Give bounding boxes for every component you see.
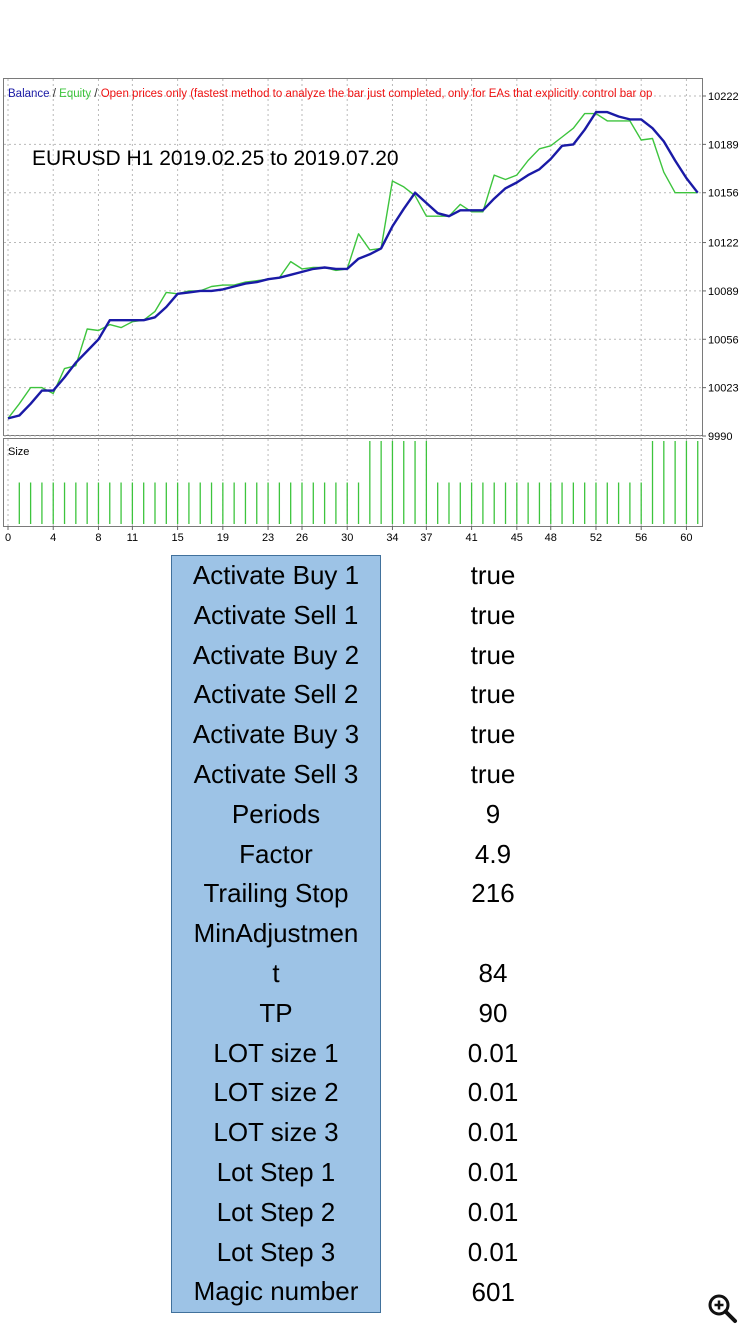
x-tick-label: 8	[95, 532, 101, 544]
param-name: Lot Step 2	[171, 1192, 381, 1233]
param-row: TP 90	[171, 993, 604, 1034]
x-tick-label: 41	[465, 532, 477, 544]
param-name: Activate Buy 1	[171, 554, 381, 596]
legend-balance: Balance	[8, 88, 50, 100]
param-row: LOT size 2 0.01	[171, 1073, 604, 1114]
chart-legend: Balance / Equity / Open prices only (fas…	[8, 88, 652, 100]
param-value: 84	[380, 953, 604, 994]
chart-annotation: EURUSD H1 2019.02.25 to 2019.07.20	[32, 147, 399, 170]
param-name: Activate Sell 1	[171, 595, 381, 636]
y-tick-label: 10189	[708, 139, 739, 151]
param-row: Lot Step 2 0.01	[171, 1192, 604, 1233]
param-row: Activate Sell 2 true	[171, 675, 604, 716]
param-value: true	[380, 635, 604, 676]
x-tick-label: 19	[217, 532, 229, 544]
param-row: Factor 4.9	[171, 834, 604, 875]
x-tick-label: 26	[296, 532, 308, 544]
param-value: 0.01	[380, 1113, 604, 1153]
y-tick-label: 10089	[708, 286, 739, 298]
param-name: MinAdjustmen	[171, 914, 381, 954]
param-name: Lot Step 1	[171, 1152, 381, 1193]
param-value: 601	[380, 1272, 604, 1313]
param-value: true	[380, 754, 604, 795]
x-tick-label: 0	[5, 532, 11, 544]
x-tick-label: 23	[262, 532, 274, 544]
param-value	[380, 914, 604, 954]
param-row: Activate Buy 3 true	[171, 715, 604, 755]
param-row: Activate Sell 3 true	[171, 754, 604, 795]
x-tick-label: 45	[511, 532, 523, 544]
x-tick-label: 11	[127, 532, 138, 544]
param-name: Activate Buy 2	[171, 635, 381, 676]
param-row: Lot Step 1 0.01	[171, 1152, 604, 1193]
x-tick-label: 34	[386, 532, 398, 544]
size-label: Size	[8, 446, 29, 458]
y-tick-label: 10056	[708, 334, 739, 346]
param-row: Activate Sell 1 true	[171, 595, 604, 636]
x-tick-label: 60	[680, 532, 692, 544]
param-value: true	[380, 715, 604, 755]
param-name: LOT size 2	[171, 1073, 381, 1114]
x-tick-label: 37	[420, 532, 432, 544]
param-value: 4.9	[380, 834, 604, 875]
param-name: Factor	[171, 834, 381, 875]
y-tick-label: 9990	[708, 431, 732, 443]
legend-equity: Equity	[59, 88, 91, 100]
parameters-table: Activate Buy 1 true Activate Sell 1 true Act…	[171, 554, 604, 1314]
x-tick-label: 56	[635, 532, 647, 544]
x-tick-label: 48	[545, 532, 557, 544]
param-name: TP	[171, 993, 381, 1034]
param-value: true	[380, 675, 604, 716]
param-value: 0.01	[380, 1033, 604, 1074]
param-row: Magic number 601	[171, 1272, 604, 1314]
param-name: t	[171, 953, 381, 994]
param-row: MinAdjustmen	[171, 914, 604, 954]
param-value: true	[380, 595, 604, 636]
param-name: Lot Step 3	[171, 1232, 381, 1273]
param-row: Periods 9	[171, 794, 604, 835]
x-tick-label: 4	[50, 532, 56, 544]
param-name: Magic number	[171, 1272, 381, 1314]
param-value: 216	[380, 874, 604, 915]
param-name: Activate Sell 2	[171, 675, 381, 716]
param-row: Trailing Stop 216	[171, 874, 604, 915]
zoom-in-icon[interactable]	[706, 1292, 740, 1326]
param-row: LOT size 3 0.01	[171, 1113, 604, 1153]
param-row: Activate Buy 2 true	[171, 635, 604, 676]
balance-line	[7, 110, 699, 420]
y-tick-label: 10156	[708, 188, 739, 200]
param-row: t 84	[171, 953, 604, 994]
x-tick-label: 30	[341, 532, 353, 544]
param-name: Activate Buy 3	[171, 715, 381, 755]
param-value: 9	[380, 794, 604, 835]
param-value: 0.01	[380, 1152, 604, 1193]
param-row: LOT size 1 0.01	[171, 1033, 604, 1074]
equity-line	[7, 112, 698, 419]
backtest-chart: 102221018910156101221008910056100239990 …	[3, 78, 739, 544]
param-name: Trailing Stop	[171, 874, 381, 915]
param-value: 0.01	[380, 1232, 604, 1273]
x-tick-label: 52	[590, 532, 602, 544]
y-tick-label: 10222	[708, 91, 739, 103]
param-name: Periods	[171, 794, 381, 835]
param-row: Lot Step 3 0.01	[171, 1232, 604, 1273]
y-tick-label: 10122	[708, 238, 739, 250]
size-chart-frame	[3, 438, 703, 527]
y-tick-label: 10023	[708, 383, 739, 395]
param-value: true	[380, 555, 604, 596]
param-value: 0.01	[380, 1073, 604, 1114]
param-value: 90	[380, 993, 604, 1034]
param-row: Activate Buy 1 true	[171, 554, 604, 596]
param-value: 0.01	[380, 1192, 604, 1233]
main-chart-frame	[3, 78, 703, 436]
param-name: LOT size 1	[171, 1033, 381, 1074]
legend-mode: Open prices only (fastest method to anal…	[101, 88, 653, 100]
param-name: Activate Sell 3	[171, 754, 381, 795]
param-name: LOT size 3	[171, 1113, 381, 1153]
x-tick-label: 15	[171, 532, 183, 544]
